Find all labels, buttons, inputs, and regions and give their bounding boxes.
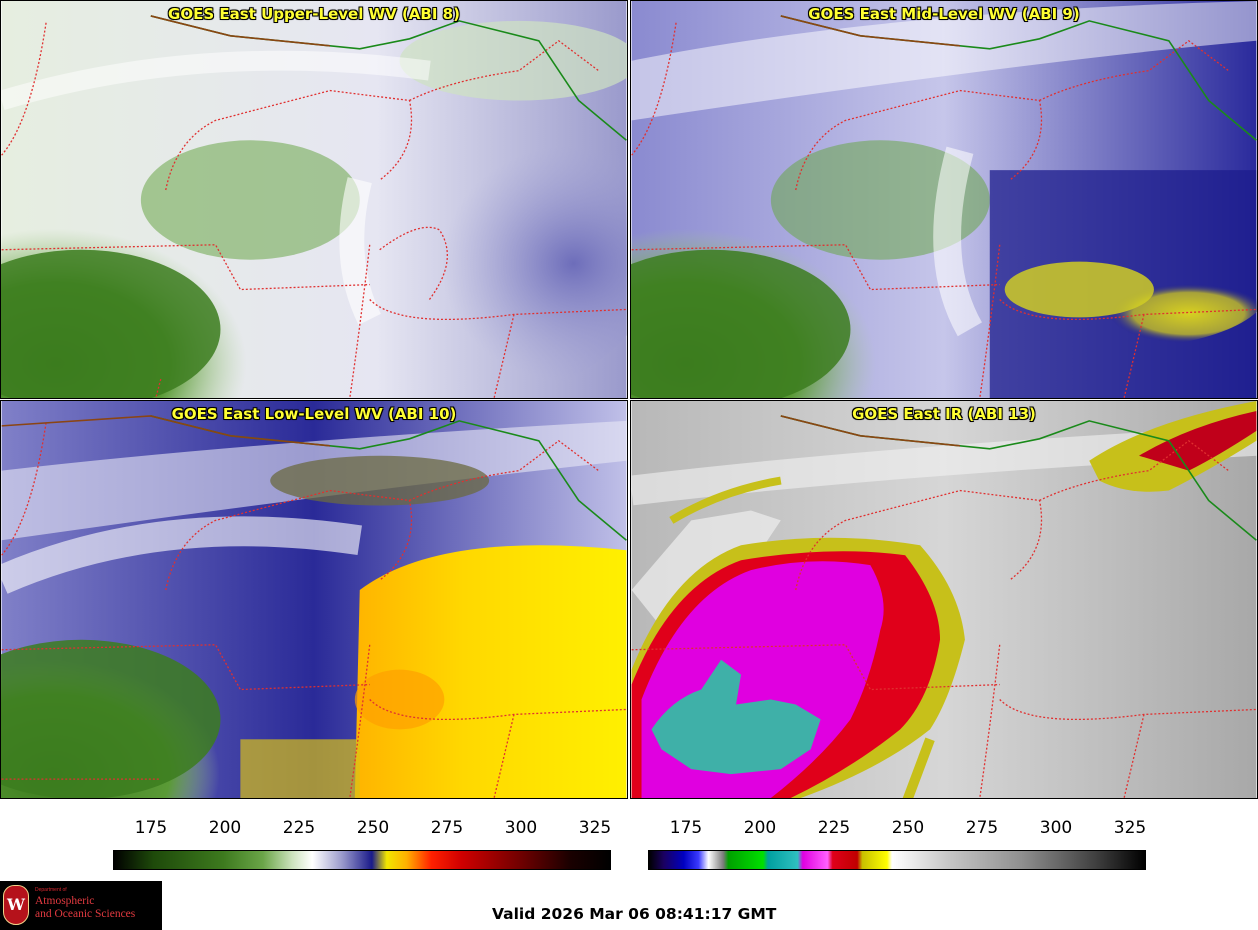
panel-title: GOES East Low-Level WV (ABI 10) bbox=[171, 405, 457, 423]
ir-colorbar-gradient bbox=[648, 850, 1146, 870]
wv-tick: 175 bbox=[134, 818, 168, 838]
panel-title: GOES East Upper-Level WV (ABI 8) bbox=[168, 5, 460, 23]
ir-tick: 200 bbox=[743, 818, 777, 838]
ir-tick: 275 bbox=[965, 818, 999, 838]
mid-level-wv-panel: GOES East Mid-Level WV (ABI 9) bbox=[630, 0, 1258, 399]
wv-tick: 300 bbox=[504, 818, 538, 838]
low-level-wv-image bbox=[1, 401, 627, 798]
uw-seal-icon: W bbox=[3, 885, 29, 925]
panel-title: GOES East Mid-Level WV (ABI 9) bbox=[808, 5, 1080, 23]
mid-level-wv-image bbox=[631, 1, 1257, 398]
aos-logo: W Department of Atmospheric and Oceanic … bbox=[0, 881, 162, 930]
ir-tick: 325 bbox=[1113, 818, 1147, 838]
wv-colorbar-gradient bbox=[113, 850, 611, 870]
upper-level-wv-panel: GOES East Upper-Level WV (ABI 8) bbox=[0, 0, 628, 399]
wv-tick: 250 bbox=[356, 818, 390, 838]
logo-line2: and Oceanic Sciences bbox=[35, 908, 136, 920]
logo-dept: Department of bbox=[35, 887, 67, 893]
ir-tick: 300 bbox=[1039, 818, 1073, 838]
ir-tick: 250 bbox=[891, 818, 925, 838]
wv-tick: 275 bbox=[430, 818, 464, 838]
upper-level-wv-image bbox=[1, 1, 627, 398]
wv-tick: 200 bbox=[208, 818, 242, 838]
logo-line1: Atmospheric bbox=[35, 895, 95, 907]
panel-title: GOES East IR (ABI 13) bbox=[852, 405, 1036, 423]
ir-colorbar: 175 200 225 250 275 300 325 bbox=[648, 808, 1146, 878]
wv-tick: 225 bbox=[282, 818, 316, 838]
ir-tick: 175 bbox=[669, 818, 703, 838]
ir-panel: GOES East IR (ABI 13) bbox=[630, 400, 1258, 799]
wv-tick: 325 bbox=[578, 818, 612, 838]
low-level-wv-panel: GOES East Low-Level WV (ABI 10) bbox=[0, 400, 628, 799]
ir-image bbox=[631, 401, 1257, 798]
wv-colorbar: 175 200 225 250 275 300 325 bbox=[113, 808, 611, 878]
ir-tick: 225 bbox=[817, 818, 851, 838]
valid-timestamp: Valid 2026 Mar 06 08:41:17 GMT bbox=[492, 905, 777, 923]
